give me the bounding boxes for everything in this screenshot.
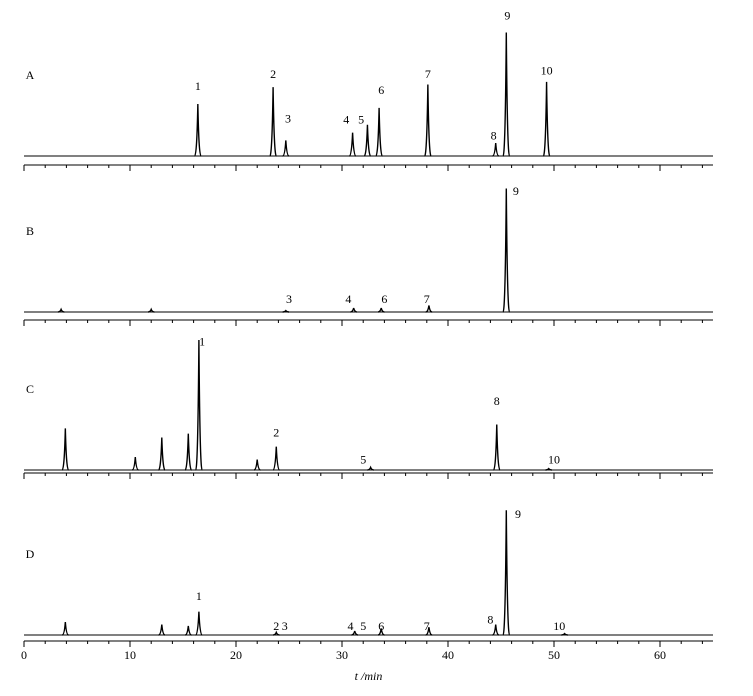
peak-label: 6 [381,292,387,306]
peak-label: 2 [273,619,279,633]
peak-label: 3 [285,111,291,125]
peak-label: 2 [273,425,279,439]
peak-label: 5 [360,619,366,633]
peak [269,87,277,157]
peak [193,103,202,157]
x-tick-label: 60 [654,648,666,662]
x-tick-label: 30 [336,648,348,662]
peak-label: 7 [424,292,430,306]
peak [425,305,433,313]
peak [351,630,358,636]
peak-label: 3 [282,619,288,633]
peak [502,510,511,636]
peak [367,465,374,471]
peak-label: 7 [425,67,431,81]
peak-label: 5 [360,453,366,467]
peak [363,124,372,157]
peak-label: 4 [345,292,351,306]
peak [147,307,155,313]
panel-label: A [26,68,35,82]
peak-label: 4 [347,619,353,633]
peak [253,459,261,471]
peak-label: 6 [378,619,384,633]
peak [195,339,203,471]
peak-label: 8 [491,128,497,142]
x-tick-label: 50 [548,648,560,662]
peak-label: 1 [195,79,201,93]
peak [272,446,280,471]
peak [282,309,290,313]
peak-label: 10 [553,619,565,633]
x-tick-label: 20 [230,648,242,662]
peak [61,621,69,636]
peak-label: 3 [286,292,292,306]
peak [282,140,290,157]
x-tick-label: 10 [124,648,136,662]
peak [377,628,385,636]
x-axis-label: t /min [355,669,383,683]
peak [349,132,357,157]
peak [57,307,65,313]
peak-label: 10 [548,453,560,467]
peak-label: 6 [378,83,384,97]
peak-label: 8 [494,394,500,408]
peak-label: 9 [515,507,521,521]
peak-label: 1 [196,589,202,603]
peak [195,611,203,636]
peak [425,627,433,636]
peak [423,84,432,157]
peak-label: 2 [270,67,276,81]
x-tick-label: 0 [21,648,27,662]
peak [377,307,385,313]
peak [502,188,511,313]
peak [273,630,280,636]
peak [561,632,568,636]
peak [184,625,192,636]
peak-label: 4 [343,113,349,127]
peak-label: 9 [504,9,510,23]
peak [158,624,166,636]
peak [545,467,552,471]
peak [375,107,383,157]
peak [492,142,500,157]
peak [131,456,139,471]
peak-label: 5 [358,113,364,127]
peak [350,307,357,313]
peak-label: 7 [424,619,430,633]
peak [184,433,193,471]
peak-label: 9 [513,184,519,198]
peak-label: 1 [199,334,205,348]
peak [492,624,500,636]
peak-label: 10 [541,63,553,77]
peak [61,428,70,471]
peak [157,437,166,471]
peak [502,32,511,157]
peak [492,424,501,471]
panel-label: B [26,224,34,238]
x-tick-label: 40 [442,648,454,662]
panel-label: C [26,382,34,396]
peak-label: 8 [487,612,493,626]
peak [542,81,551,157]
panel-label: D [26,547,35,561]
